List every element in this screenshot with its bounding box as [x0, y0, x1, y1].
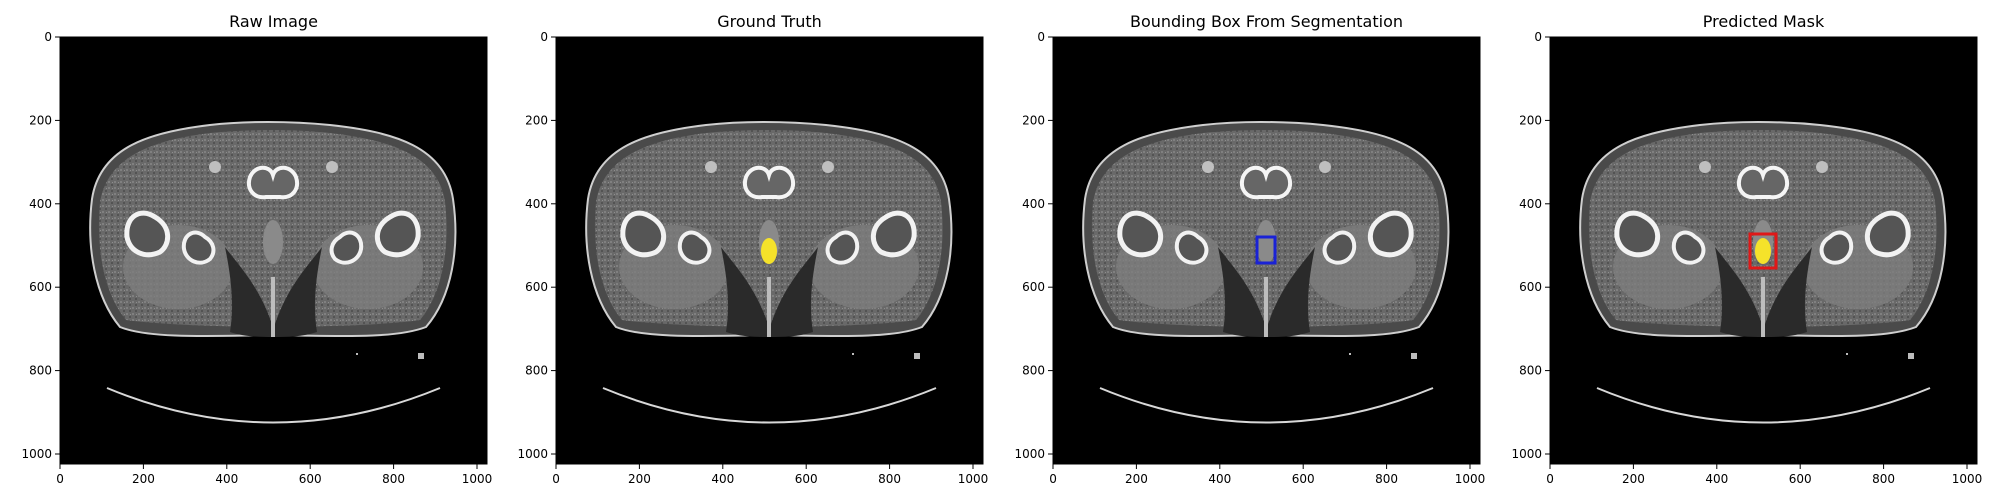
y-tick-label: 200 — [525, 113, 548, 127]
x-tick-label: 1000 — [462, 472, 493, 486]
x-tick-label: 1000 — [1455, 472, 1486, 486]
y-tick-label: 1000 — [517, 447, 548, 461]
y-tick-label: 400 — [1519, 197, 1542, 211]
predicted-bounding-box — [1748, 232, 1778, 270]
panel-title: Bounding Box From Segmentation — [1130, 12, 1403, 31]
y-tick-label: 400 — [1022, 197, 1045, 211]
x-tick-label: 800 — [878, 472, 901, 486]
segmentation-bounding-box — [1255, 235, 1277, 265]
y-tick-label: 800 — [29, 364, 52, 378]
y-tick-label: 400 — [525, 197, 548, 211]
panel-title: Ground Truth — [717, 12, 822, 31]
axes-frame — [555, 36, 984, 465]
x-tick-label: 200 — [1622, 472, 1645, 486]
x-tick-label: 400 — [1705, 472, 1728, 486]
y-tick-label: 800 — [1022, 364, 1045, 378]
y-tick-label: 600 — [29, 280, 52, 294]
x-tick-label: 0 — [56, 472, 64, 486]
panel-title: Predicted Mask — [1703, 12, 1825, 31]
x-tick-label: 800 — [1375, 472, 1398, 486]
y-tick-label: 0 — [1534, 30, 1542, 44]
x-tick-label: 0 — [1546, 472, 1554, 486]
x-tick-label: 1000 — [958, 472, 989, 486]
x-tick-label: 600 — [1789, 472, 1812, 486]
y-tick-label: 0 — [540, 30, 548, 44]
x-tick-label: 600 — [1292, 472, 1315, 486]
x-tick-label: 200 — [132, 472, 155, 486]
panel-1: Raw Image 0 200 400 600 800 1000 0 200 400 600 800 1… — [21, 12, 492, 486]
y-tick-label: 1000 — [21, 447, 52, 461]
x-tick-label: 800 — [382, 472, 405, 486]
y-tick-label: 1000 — [1511, 447, 1542, 461]
panel-3: Bounding Box From Segmentation 0 200 400 600… — [1014, 12, 1485, 486]
x-tick-label: 200 — [1125, 472, 1148, 486]
panel-4: Predicted Mask 0 200 400 600 800 1000 0 200 400 60… — [1511, 12, 1982, 486]
panel-2: Ground Truth 0 200 400 600 800 1000 0 200 400 600 8… — [517, 12, 988, 486]
x-tick-label: 400 — [1208, 472, 1231, 486]
x-tick-label: 800 — [1872, 472, 1895, 486]
y-tick-label: 600 — [1519, 280, 1542, 294]
y-tick-label: 200 — [29, 113, 52, 127]
segmentation-mask — [1755, 238, 1771, 264]
y-tick-label: 600 — [1022, 280, 1045, 294]
x-tick-label: 400 — [711, 472, 734, 486]
y-tick-label: 600 — [525, 280, 548, 294]
axes-frame — [1052, 36, 1481, 465]
ct-image — [60, 37, 487, 464]
x-tick-label: 400 — [215, 472, 238, 486]
x-tick-label: 600 — [795, 472, 818, 486]
y-tick-label: 800 — [525, 364, 548, 378]
axes-frame — [1549, 36, 1978, 465]
y-tick-label: 200 — [1519, 113, 1542, 127]
segmentation-mask — [761, 238, 777, 264]
panel-title: Raw Image — [229, 12, 318, 31]
y-tick-label: 0 — [1037, 30, 1045, 44]
y-tick-label: 1000 — [1014, 447, 1045, 461]
y-tick-label: 400 — [29, 197, 52, 211]
y-tick-label: 800 — [1519, 364, 1542, 378]
x-tick-label: 200 — [628, 472, 651, 486]
x-tick-label: 600 — [299, 472, 322, 486]
x-tick-label: 0 — [1049, 472, 1057, 486]
y-tick-label: 0 — [44, 30, 52, 44]
x-tick-label: 0 — [552, 472, 560, 486]
y-tick-label: 200 — [1022, 113, 1045, 127]
ct-image — [1053, 37, 1480, 464]
axes-frame — [59, 36, 488, 465]
x-tick-label: 1000 — [1952, 472, 1983, 486]
